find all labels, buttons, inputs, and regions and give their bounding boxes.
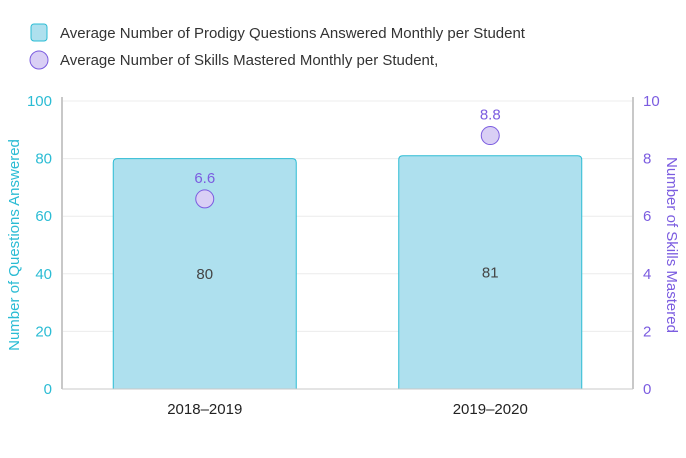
data-point [195, 189, 215, 209]
y-tick-label-right: 8 [643, 151, 651, 168]
y-tick-label-right: 10 [643, 93, 660, 110]
y-axis-title-right: Number of Skills Mastered [663, 157, 680, 333]
legend-swatch-bar [30, 23, 48, 42]
y-tick-label-right: 0 [643, 381, 651, 398]
y-tick-label-left: 60 [35, 208, 52, 225]
legend-label-skills: Average Number of Skills Mastered Monthl… [60, 52, 438, 69]
y-tick-label-left: 20 [35, 323, 52, 340]
y-tick-label-left: 40 [35, 266, 52, 283]
y-tick-label-left: 100 [27, 93, 52, 110]
x-tick-label: 2018–2019 [167, 401, 242, 418]
bar [398, 155, 583, 390]
legend-label-questions: Average Number of Prodigy Questions Answ… [60, 25, 526, 42]
data-point [480, 126, 500, 146]
y-axis-title-left: Number of Questions Answered [6, 139, 23, 351]
x-tick-label: 2019–2020 [453, 401, 528, 418]
bar-data-label: 81 [482, 264, 499, 281]
point-data-label: 8.8 [480, 107, 501, 124]
legend-swatch-dot [29, 50, 49, 70]
bar-data-label: 80 [196, 266, 213, 283]
y-tick-label-left: 80 [35, 151, 52, 168]
bar [112, 158, 297, 390]
point-data-label: 6.6 [194, 170, 215, 187]
y-tick-label-left: 0 [44, 381, 52, 398]
legend: Average Number of Prodigy Questions Answ… [29, 23, 526, 70]
y-tick-label-right: 6 [643, 208, 651, 225]
y-tick-label-right: 2 [643, 323, 651, 340]
y-tick-label-right: 4 [643, 266, 651, 283]
